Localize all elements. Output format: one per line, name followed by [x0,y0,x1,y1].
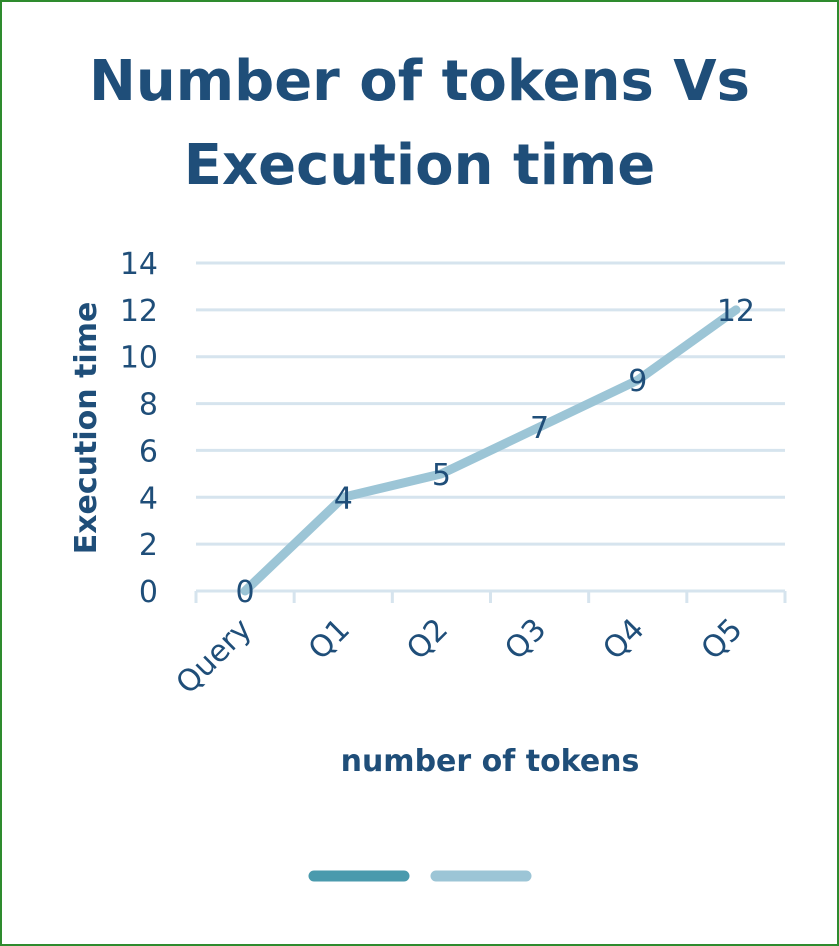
data-point [537,425,542,429]
data-label: 12 [717,294,755,329]
y-tick-label: 6 [139,434,158,469]
data-label: 5 [432,458,451,493]
y-axis-ticks: 0 2 4 6 8 10 12 14 [120,247,158,610]
chart-title-line-1: Number of tokens Vs [89,49,750,114]
series-path [240,305,741,596]
chart-title-line-2: Execution time [183,133,656,198]
data-label: 0 [236,575,255,610]
data-labels: 0 4 5 7 9 12 [236,294,755,610]
series-line [240,305,741,596]
x-tick-label: Q4 [596,612,651,667]
y-tick-label: 0 [139,575,158,610]
y-tick-label: 8 [139,388,158,423]
data-label: 7 [530,411,549,446]
gridlines [196,261,785,546]
data-point [635,378,640,383]
x-tick-label: Query [170,612,259,701]
data-point [341,495,346,500]
x-tick-label: Q1 [302,612,357,667]
y-tick-label: 2 [139,528,158,563]
y-tick-label: 10 [120,341,158,376]
y-tick-label: 14 [120,247,158,282]
chart-title: Number of tokens Vs Execution time [0,40,839,208]
y-axis-title: Execution time [69,302,104,555]
data-label: 4 [334,481,353,516]
data-label: 9 [628,364,647,399]
x-tick-label: Q3 [498,612,553,667]
x-axis-title: number of tokens [341,744,640,779]
data-point [733,307,738,312]
x-tick-label: Q2 [400,612,455,667]
y-tick-label: 12 [120,294,158,329]
data-point [243,589,248,593]
x-axis: Query Q1 Q2 Q3 Q4 Q5 [170,589,787,701]
data-point [439,471,444,476]
x-tick-label: Q5 [695,612,750,667]
y-tick-label: 4 [139,481,158,516]
